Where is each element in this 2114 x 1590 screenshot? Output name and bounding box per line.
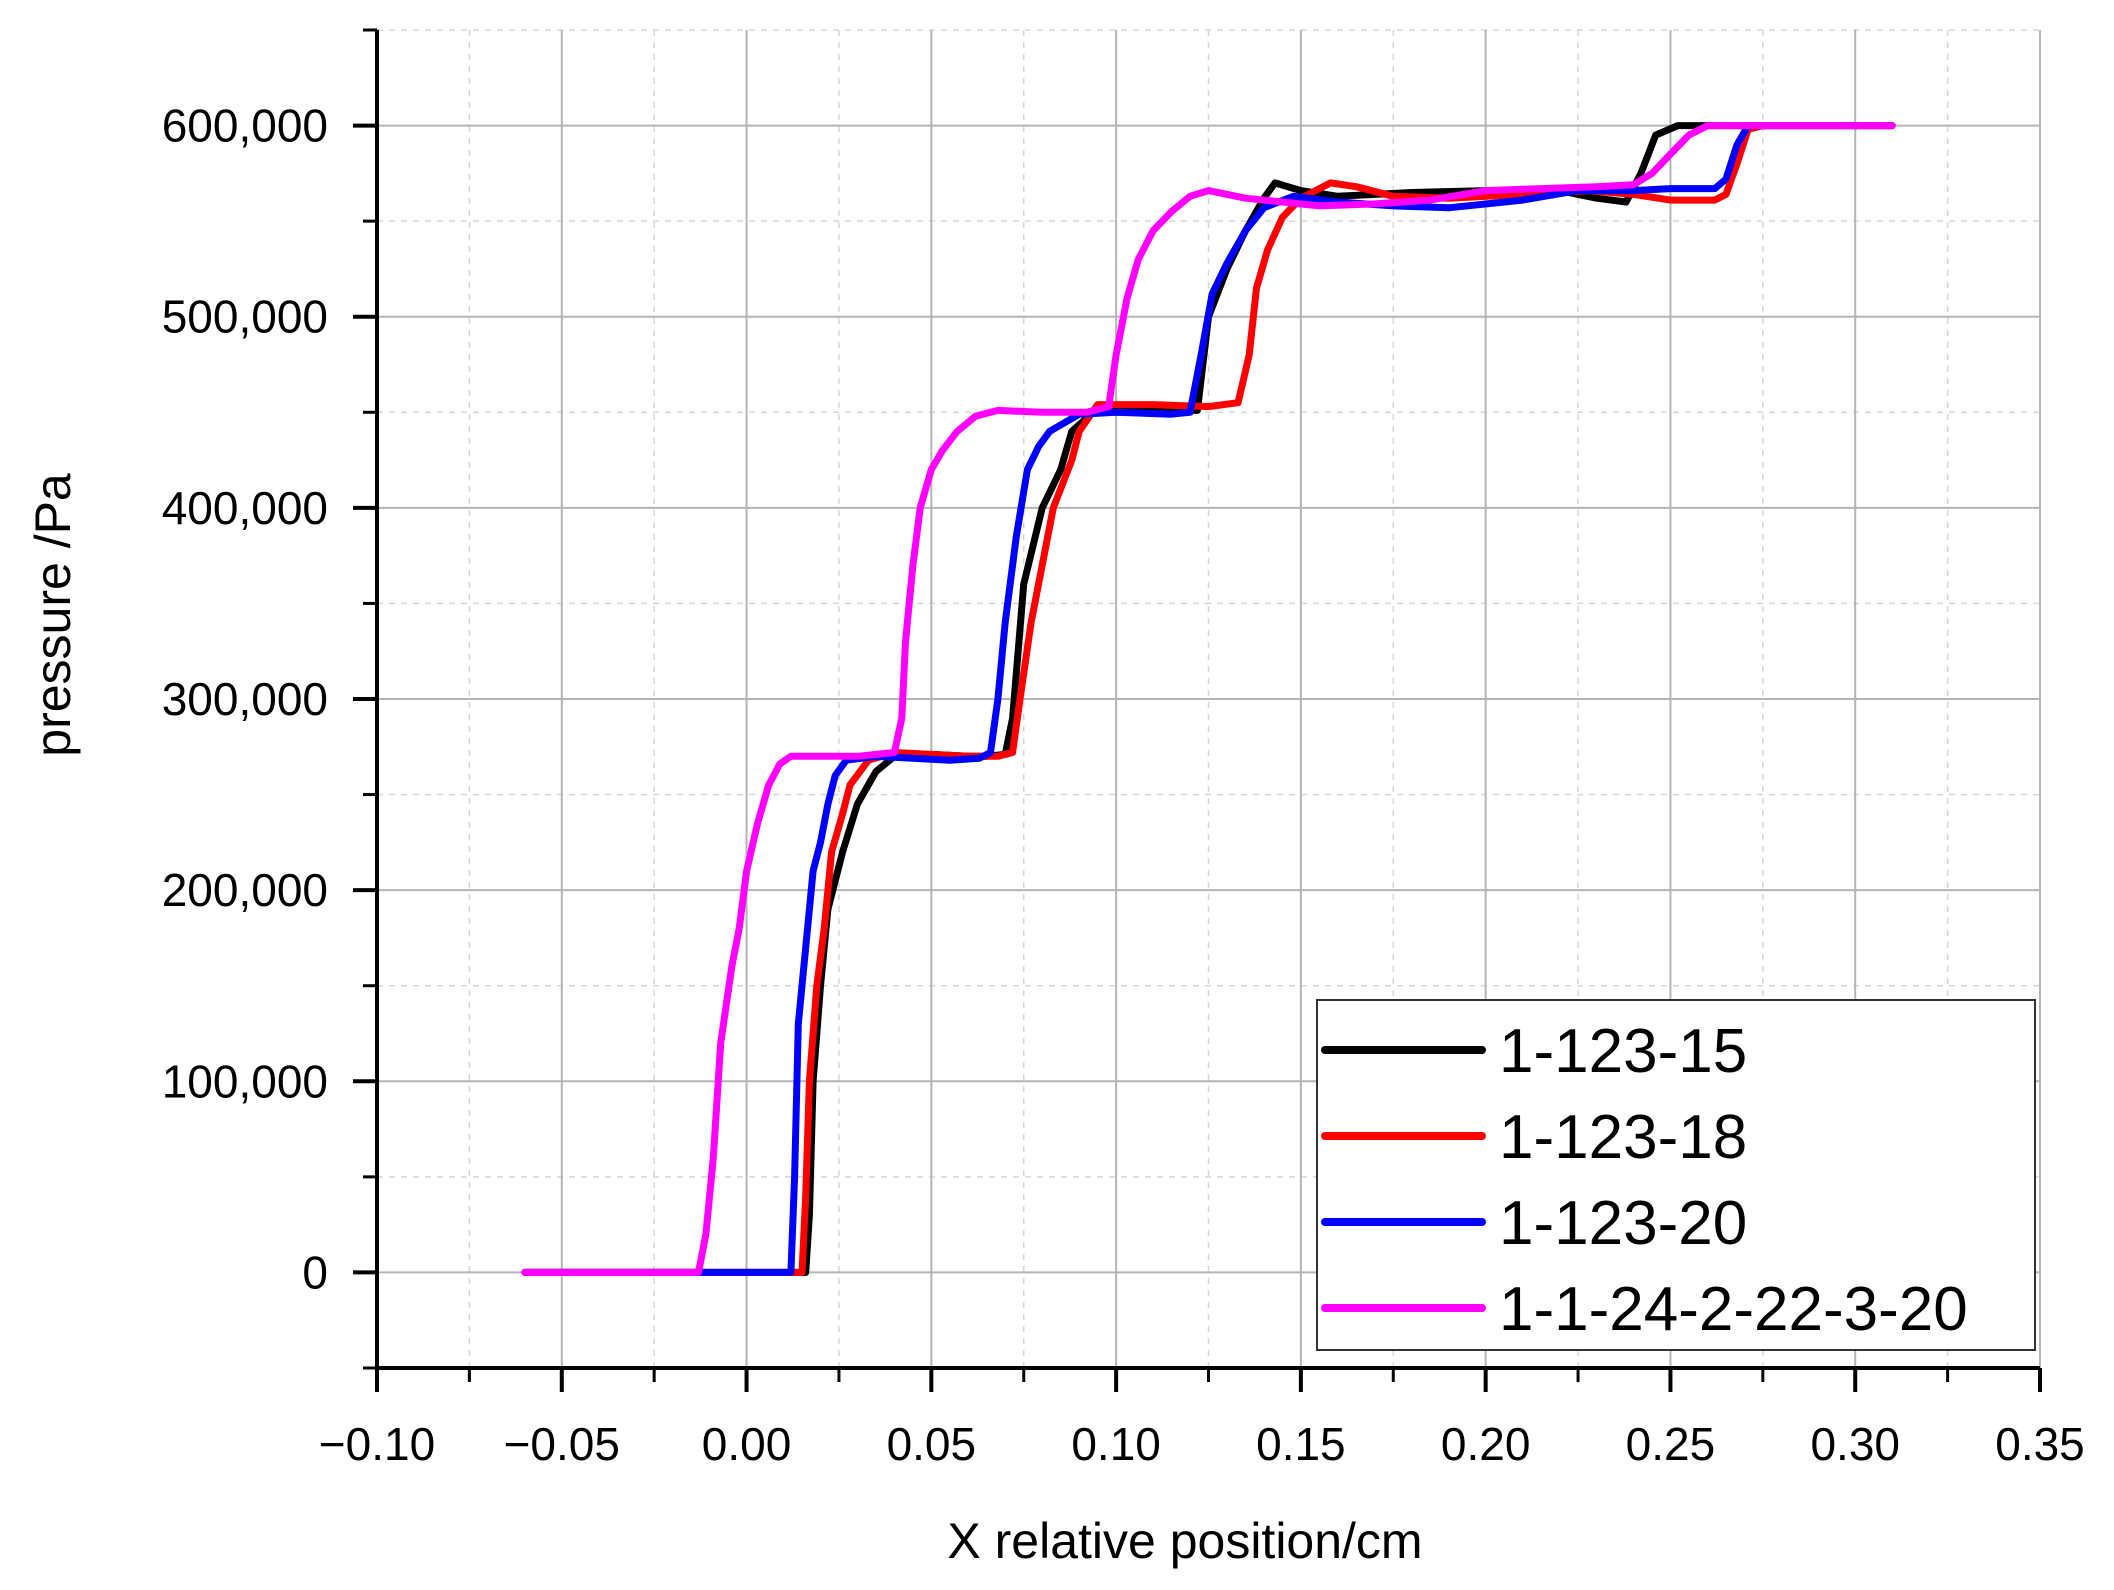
- x-tick-label: 0.25: [1626, 1418, 1716, 1470]
- legend-label: 1-123-18: [1499, 1103, 1747, 1172]
- y-tick-label: 100,000: [162, 1055, 328, 1107]
- x-tick-label: −0.10: [319, 1418, 435, 1470]
- y-tick-labels: 0 100,000 200,000 300,000 400,000 500,000 600,…: [162, 100, 328, 1299]
- y-tick-label: 500,000: [162, 291, 328, 343]
- legend-label: 1-123-15: [1499, 1017, 1747, 1086]
- x-tick-label: 0.30: [1810, 1418, 1900, 1470]
- legend-label: 1-123-20: [1499, 1189, 1747, 1258]
- series-line: [521, 122, 1896, 1276]
- x-tick-label: 0.00: [702, 1418, 792, 1470]
- series-group: [521, 122, 1896, 1276]
- y-tick-label: 300,000: [162, 673, 328, 725]
- y-tick-label: 600,000: [162, 100, 328, 152]
- x-tick-label: 0.10: [1071, 1418, 1161, 1470]
- x-tick-label: 0.05: [887, 1418, 977, 1470]
- x-tick-label: 0.15: [1256, 1418, 1346, 1470]
- y-axis-title: pressure /Pa: [25, 473, 81, 757]
- y-tick-label: 200,000: [162, 864, 328, 916]
- legend: 1-123-15 1-123-18 1-123-20 1-1-24-2-22-3-20: [1316, 999, 2036, 1351]
- grid-minor: [377, 29, 2040, 1369]
- x-tick-label: −0.05: [504, 1418, 620, 1470]
- x-tick-label: 0.35: [1995, 1418, 2085, 1470]
- x-tick-labels: −0.10 −0.05 0.00 0.05 0.10 0.15 0.20 0.25 0.30 0.…: [319, 1418, 2085, 1470]
- y-tick-label: 0: [302, 1246, 328, 1298]
- y-tick-label: 400,000: [162, 482, 328, 534]
- x-axis-title: X relative position/cm: [947, 1513, 1422, 1569]
- x-ticks: [375, 1368, 2042, 1392]
- x-tick-label: 0.20: [1441, 1418, 1531, 1470]
- legend-label: 1-1-24-2-22-3-20: [1499, 1275, 1968, 1344]
- legend-box: [1316, 999, 2036, 1351]
- y-ticks: [353, 28, 377, 1370]
